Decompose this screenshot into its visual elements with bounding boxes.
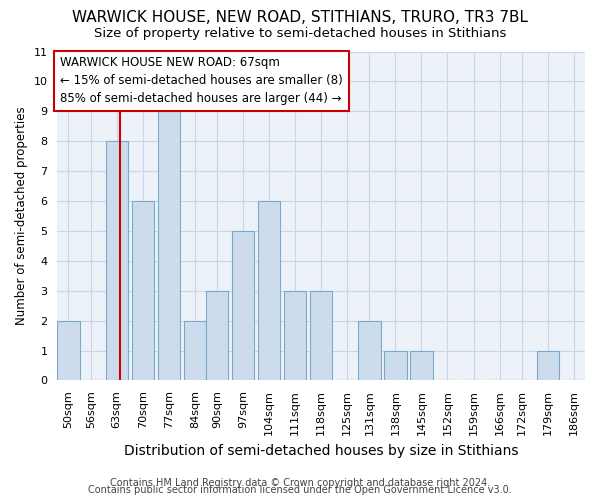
Text: WARWICK HOUSE NEW ROAD: 67sqm
← 15% of semi-detached houses are smaller (8)
85% : WARWICK HOUSE NEW ROAD: 67sqm ← 15% of s… bbox=[60, 56, 343, 106]
Text: WARWICK HOUSE, NEW ROAD, STITHIANS, TRURO, TR3 7BL: WARWICK HOUSE, NEW ROAD, STITHIANS, TRUR… bbox=[72, 10, 528, 25]
Bar bbox=[158, 112, 180, 380]
Bar bbox=[410, 350, 433, 380]
Bar bbox=[536, 350, 559, 380]
Bar bbox=[57, 320, 80, 380]
Bar bbox=[184, 320, 206, 380]
Bar bbox=[131, 201, 154, 380]
Y-axis label: Number of semi-detached properties: Number of semi-detached properties bbox=[15, 106, 28, 326]
Bar bbox=[106, 141, 128, 380]
X-axis label: Distribution of semi-detached houses by size in Stithians: Distribution of semi-detached houses by … bbox=[124, 444, 518, 458]
Text: Contains public sector information licensed under the Open Government Licence v3: Contains public sector information licen… bbox=[88, 485, 512, 495]
Bar bbox=[358, 320, 380, 380]
Bar bbox=[385, 350, 407, 380]
Bar bbox=[258, 201, 280, 380]
Bar bbox=[206, 290, 228, 380]
Bar bbox=[232, 231, 254, 380]
Bar bbox=[284, 290, 306, 380]
Bar bbox=[310, 290, 332, 380]
Text: Size of property relative to semi-detached houses in Stithians: Size of property relative to semi-detach… bbox=[94, 28, 506, 40]
Text: Contains HM Land Registry data © Crown copyright and database right 2024.: Contains HM Land Registry data © Crown c… bbox=[110, 478, 490, 488]
